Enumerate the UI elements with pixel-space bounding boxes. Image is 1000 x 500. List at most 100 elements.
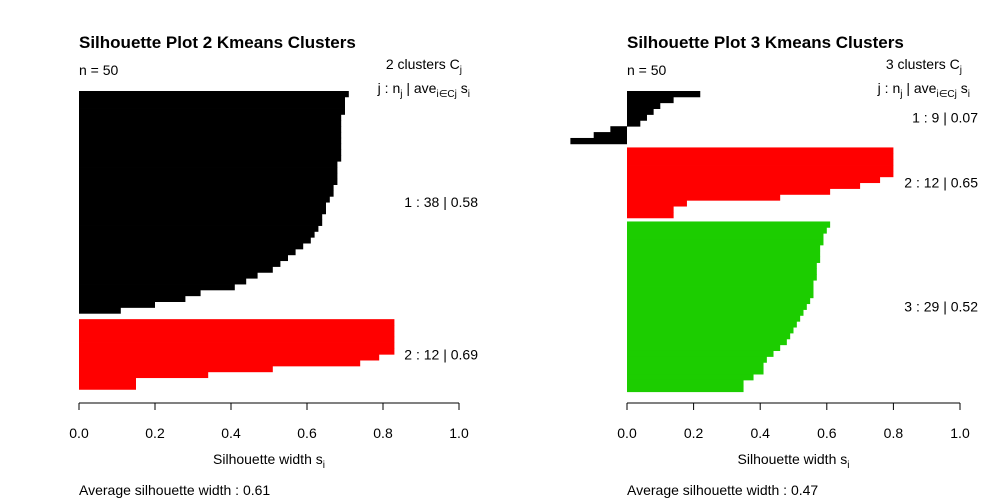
- silhouette-bar: [79, 196, 330, 203]
- silhouette-bar: [79, 342, 395, 349]
- columns-header-text: s: [957, 80, 968, 96]
- columns-header-sub: i∈Cj: [436, 89, 456, 100]
- silhouette-bar: [79, 301, 155, 308]
- average-silhouette-width: Average silhouette width : 0.47: [627, 482, 818, 498]
- silhouette-bar: [79, 377, 136, 384]
- silhouette-bar: [627, 327, 794, 334]
- clusters-header-sub: j: [459, 65, 462, 76]
- silhouette-bar: [627, 350, 774, 357]
- cluster-1-bars: [570, 91, 701, 145]
- silhouette-bar: [627, 147, 894, 154]
- columns-header: j : nj | avei∈Cj si: [877, 80, 970, 100]
- silhouette-bar: [627, 244, 821, 252]
- silhouette-bar: [627, 114, 647, 121]
- x-tick-label: 0.4: [221, 425, 241, 441]
- silhouette-bar: [627, 120, 641, 127]
- x-tick-label: 0.8: [373, 425, 393, 441]
- columns-header-sub: i: [968, 89, 970, 100]
- silhouette-bar: [79, 371, 209, 379]
- silhouette-bar: [79, 348, 395, 355]
- silhouette-bar: [79, 284, 235, 291]
- silhouette-bar: [79, 243, 304, 250]
- silhouette-bar: [627, 385, 744, 393]
- silhouette-bar: [627, 227, 827, 234]
- x-tick-label: 0.6: [297, 425, 317, 441]
- columns-header-text: | ave: [902, 80, 936, 96]
- silhouette-bar: [627, 309, 804, 316]
- silhouette-bar: [79, 120, 342, 127]
- columns-header-text: s: [457, 80, 468, 96]
- silhouette-bar: [627, 379, 744, 387]
- silhouette-bar: [79, 248, 296, 256]
- x-tick-label: 0.6: [817, 425, 837, 441]
- silhouette-bar: [627, 165, 894, 172]
- n-label: n = 50: [79, 62, 119, 78]
- silhouette-bar: [79, 307, 121, 314]
- x-tick-label: 0.4: [750, 425, 770, 441]
- columns-header: j : nj | avei∈Cj si: [377, 80, 470, 100]
- n-label: n = 50: [627, 62, 667, 78]
- columns-header-text: j : n: [877, 80, 901, 96]
- x-tick-label: 1.0: [449, 425, 469, 441]
- silhouette-bar: [79, 114, 342, 121]
- silhouette-bar: [627, 274, 817, 281]
- columns-header-text: | ave: [402, 80, 436, 96]
- columns-header-sub: i: [468, 89, 470, 100]
- silhouette-bar: [627, 233, 824, 240]
- silhouette-bar: [627, 194, 781, 201]
- silhouette-bar: [79, 330, 395, 338]
- clusters-header-text: 2 clusters C: [386, 56, 460, 72]
- silhouette-bar: [627, 206, 674, 213]
- silhouette-bar: [627, 268, 817, 275]
- silhouette-bar: [79, 231, 315, 238]
- silhouette-bar: [79, 131, 342, 139]
- silhouette-bar: [79, 254, 288, 262]
- silhouette-bar: [79, 126, 342, 133]
- silhouette-bar: [79, 172, 338, 180]
- silhouette-bar: [627, 96, 674, 104]
- silhouette-bar: [627, 102, 661, 110]
- silhouette-bar: [627, 91, 701, 98]
- silhouette-bar: [627, 182, 861, 189]
- silhouette-bar: [79, 354, 380, 361]
- cluster-2-label: 2 : 12 | 0.65: [904, 175, 978, 191]
- cluster-2-bars: [627, 147, 894, 219]
- x-tick-label: 0.8: [884, 425, 904, 441]
- silhouette-bar: [79, 260, 281, 267]
- silhouette-bar: [627, 344, 781, 352]
- x-axis: 0.0 0.2 0.4 0.6 0.8 1.0: [69, 402, 469, 441]
- silhouette-bar: [79, 272, 258, 279]
- x-axis-label-sub: i: [323, 460, 325, 471]
- silhouette-bar: [627, 286, 814, 293]
- silhouette-bar: [627, 291, 814, 299]
- silhouette-bar: [610, 126, 627, 133]
- x-tick-label: 0.0: [69, 425, 89, 441]
- silhouette-bar: [627, 212, 674, 219]
- x-axis-label-text: Silhouette width s: [738, 451, 848, 467]
- silhouette-bar: [627, 333, 791, 340]
- silhouette-bar: [79, 213, 323, 221]
- silhouette-plot-1: 1 : 38 | 0.58 2 : 12 | 0.69 Silhouette Plo…: [69, 33, 478, 498]
- silhouette-bar: [570, 137, 627, 145]
- silhouette-bar: [627, 280, 814, 287]
- silhouette-bar: [627, 368, 764, 375]
- silhouette-bar: [627, 321, 797, 328]
- silhouette-plot-2: 1 : 9 | 0.07 2 : 12 | 0.65 3 : 29 | 0.52 Si…: [570, 33, 978, 498]
- silhouette-bar: [79, 91, 349, 98]
- columns-header-sub: j: [899, 89, 902, 100]
- cluster-1-label: 1 : 38 | 0.58: [404, 194, 478, 210]
- cluster-3-label: 3 : 29 | 0.52: [904, 299, 978, 315]
- silhouette-bar: [79, 278, 247, 285]
- silhouette-bar: [79, 219, 323, 226]
- average-silhouette-width: Average silhouette width : 0.61: [79, 482, 270, 498]
- x-tick-label: 0.2: [684, 425, 704, 441]
- chart-title: Silhouette Plot 2 Kmeans Clusters: [79, 33, 356, 52]
- cluster-2-label: 2 : 12 | 0.69: [404, 346, 478, 362]
- silhouette-bar: [627, 176, 881, 184]
- clusters-header-text: 3 clusters C: [886, 56, 960, 72]
- silhouette-bar: [627, 338, 787, 346]
- x-axis-label: Silhouette width si: [738, 451, 850, 471]
- silhouette-bar: [79, 184, 334, 191]
- silhouette-bar: [79, 365, 273, 373]
